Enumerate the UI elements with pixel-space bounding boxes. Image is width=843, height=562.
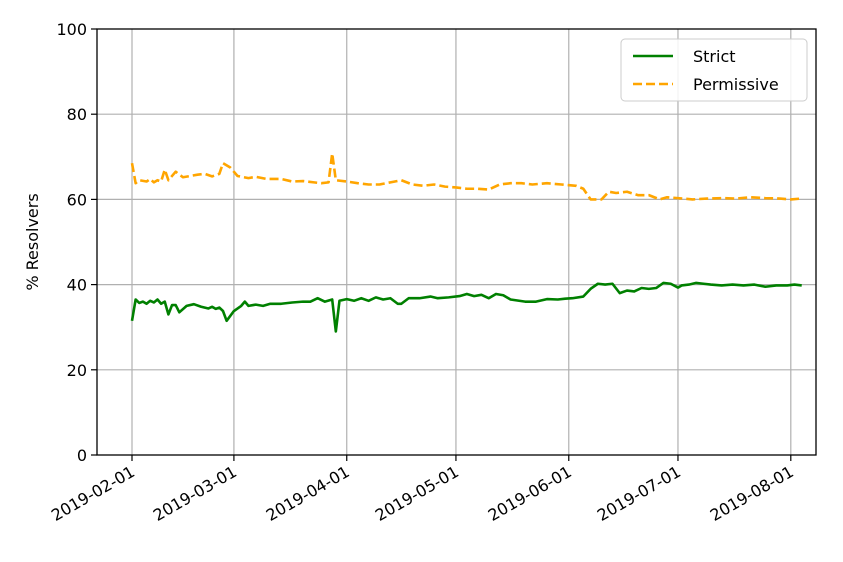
series-line-strict bbox=[130, 281, 802, 333]
y-tick-label: 60 bbox=[67, 190, 87, 209]
y-axis: 0 20 40 60 80 100 bbox=[56, 20, 97, 465]
legend: Strict Permissive bbox=[620, 38, 808, 102]
series-line-permissive bbox=[130, 152, 802, 201]
y-tick-label: 40 bbox=[67, 276, 87, 295]
y-axis-label: % Resolvers bbox=[23, 193, 42, 290]
legend-box bbox=[620, 38, 808, 102]
series-layer bbox=[130, 152, 802, 333]
y-tick-label: 0 bbox=[77, 446, 87, 465]
y-tick-label: 80 bbox=[67, 105, 87, 124]
grid bbox=[97, 29, 816, 455]
y-tick-label: 100 bbox=[56, 20, 87, 39]
legend-label-permissive: Permissive bbox=[693, 75, 779, 94]
y-tick-label: 20 bbox=[67, 361, 87, 380]
legend-label-strict: Strict bbox=[693, 47, 736, 66]
